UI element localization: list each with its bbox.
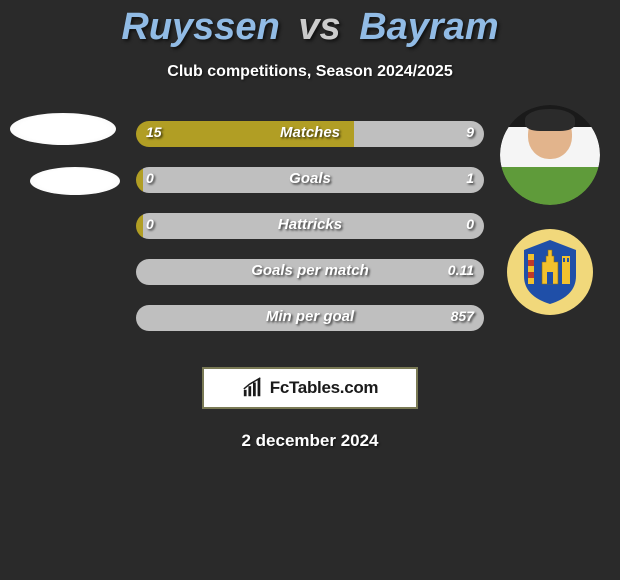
stat-right-value: 0.11 bbox=[448, 262, 474, 278]
stat-row: Min per goal857 bbox=[136, 303, 484, 333]
comparison-title: Ruyssen vs Bayram bbox=[0, 0, 620, 49]
stat-label: Matches bbox=[136, 124, 484, 141]
stat-bars: Matches159Goals01Hattricks00Goals per ma… bbox=[136, 119, 484, 349]
crest-icon bbox=[514, 236, 586, 308]
stat-right-value: 0 bbox=[466, 216, 474, 232]
player2-name: Bayram bbox=[359, 6, 498, 48]
stat-row: Goals0 1 bbox=[136, 165, 484, 195]
player1-avatar-placeholder bbox=[10, 113, 116, 145]
chart-icon bbox=[242, 377, 264, 399]
stat-right-value: 9 bbox=[466, 124, 474, 140]
player2-avatar bbox=[500, 105, 600, 205]
stat-left-value: 0 bbox=[146, 216, 154, 232]
stat-label: Goals bbox=[136, 170, 484, 187]
watermark: FcTables.com bbox=[202, 367, 418, 409]
stat-row: Goals per match0.11 bbox=[136, 257, 484, 287]
player2-club-crest bbox=[507, 229, 593, 315]
stat-label: Goals per match bbox=[136, 262, 484, 279]
player1-name: Ruyssen bbox=[121, 6, 279, 48]
face-icon bbox=[500, 105, 600, 205]
stat-row: Hattricks0 0 bbox=[136, 211, 484, 241]
vs-label: vs bbox=[298, 6, 340, 48]
player1-club-placeholder bbox=[30, 167, 120, 195]
stat-label: Min per goal bbox=[136, 308, 484, 325]
stat-row: Matches15 9 bbox=[136, 119, 484, 149]
stat-label: Hattricks bbox=[136, 216, 484, 233]
stat-left-value: 15 bbox=[146, 124, 162, 140]
right-column bbox=[500, 105, 600, 315]
stat-left-value: 0 bbox=[146, 170, 154, 186]
subtitle: Club competitions, Season 2024/2025 bbox=[0, 63, 620, 81]
stat-right-value: 857 bbox=[451, 308, 474, 324]
stat-right-value: 1 bbox=[466, 170, 474, 186]
date-label: 2 december 2024 bbox=[0, 431, 620, 451]
watermark-text: FcTables.com bbox=[270, 378, 379, 398]
left-column bbox=[8, 105, 118, 195]
